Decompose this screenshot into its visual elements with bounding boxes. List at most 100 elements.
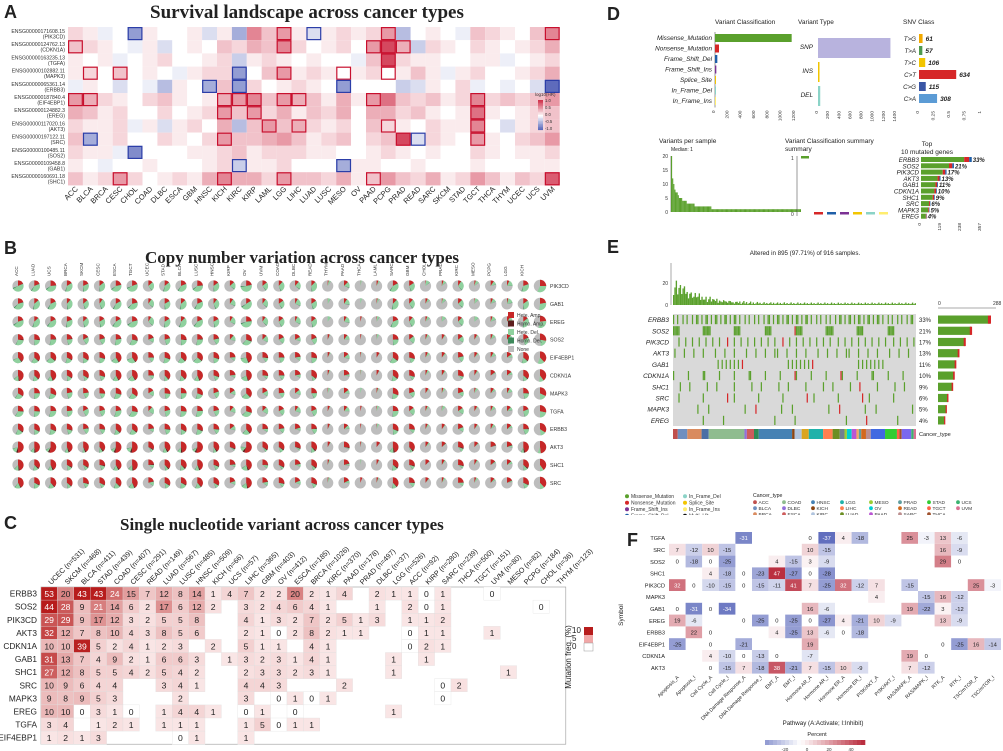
mutation-cell — [862, 393, 864, 403]
pie-slice — [474, 442, 479, 448]
row-summary-slice — [540, 465, 544, 472]
top-bar — [879, 304, 881, 305]
heat-cell — [202, 119, 217, 133]
cell-value: 12 — [110, 615, 120, 625]
pie-slice — [344, 387, 349, 394]
pie-slice — [344, 334, 348, 340]
cell-value: 1 — [293, 720, 298, 730]
right-bar-segment — [951, 382, 954, 391]
legend-label: Missense_Mutation — [631, 494, 674, 500]
pie-slice — [278, 352, 285, 358]
column-label: UCEC — [144, 262, 149, 276]
heat-cell — [246, 172, 262, 186]
pie-slice — [523, 459, 529, 468]
pie-slice — [458, 300, 464, 308]
heat-cell — [276, 172, 292, 186]
pie-slice — [213, 298, 217, 304]
pie-slice — [392, 459, 399, 468]
heat-cell — [984, 579, 1001, 591]
pie-slice — [441, 460, 445, 465]
heat-cell — [515, 106, 530, 120]
top-bar — [763, 302, 765, 305]
pie-slice — [295, 480, 301, 485]
heat-cell — [82, 145, 98, 159]
mutation-cell — [913, 337, 915, 347]
pie-slice — [66, 447, 70, 453]
heat-cell — [455, 40, 471, 54]
axis-tick: 0 — [938, 301, 941, 307]
pie-slice — [14, 465, 19, 471]
pie-slice — [47, 447, 51, 453]
pie-slice — [148, 481, 154, 483]
bar-segment — [942, 169, 946, 175]
axis-tick: 1400 — [892, 111, 898, 122]
axis-tick: 20 — [662, 281, 668, 287]
legend-dot — [753, 506, 757, 511]
pie-slice — [262, 447, 266, 452]
bar-segment — [952, 163, 954, 169]
cell-value: 0 — [808, 572, 811, 578]
cell-value: -9 — [857, 666, 862, 672]
pie-slice — [278, 337, 285, 344]
pie-slice — [295, 286, 300, 290]
pie-slice — [164, 318, 170, 322]
heat-cell — [470, 53, 486, 67]
pie-slice — [295, 356, 301, 358]
pie-slice — [458, 299, 463, 304]
heat-cell — [951, 638, 968, 650]
heat-cell — [485, 145, 501, 159]
pie-slice — [111, 286, 116, 290]
pie-slice — [409, 465, 415, 467]
bar — [729, 209, 731, 212]
cell-value: 0 — [293, 707, 298, 717]
pie-slice — [507, 425, 512, 430]
pie-slice — [181, 339, 187, 346]
cell-value: 0 — [709, 642, 712, 648]
top-bar — [732, 302, 734, 305]
top-bar — [766, 302, 768, 305]
mutation-cell — [907, 348, 910, 358]
cell-value: 0 — [244, 707, 249, 717]
pie-slice — [311, 428, 317, 434]
pie-slice — [229, 369, 236, 376]
pie-slice — [115, 405, 122, 412]
pie-slice — [295, 482, 301, 485]
pie-slice — [441, 334, 445, 340]
pie-slice — [474, 387, 479, 394]
heat-cell — [485, 159, 501, 173]
pie-slice — [148, 390, 154, 394]
table-cell — [336, 586, 353, 601]
cell-value: 4 — [129, 641, 134, 651]
pie-slice — [360, 423, 362, 430]
pie-slice — [229, 390, 236, 395]
row-label: SHC1 — [550, 463, 564, 469]
pie-slice — [213, 447, 218, 452]
pie-slice — [229, 406, 234, 412]
pie-slice — [311, 375, 316, 381]
column-label: HNSC — [210, 262, 215, 276]
cell-value: 13 — [807, 631, 813, 637]
pie-slice — [65, 357, 72, 364]
axis-tick: 0.25 — [931, 111, 937, 121]
top-bar — [799, 303, 802, 305]
heat-cell — [157, 159, 173, 173]
pie-slice — [18, 369, 24, 381]
cell-value: -18 — [723, 572, 731, 578]
heat-cell — [835, 614, 852, 627]
pie-slice — [425, 423, 428, 430]
top-bar — [864, 302, 867, 305]
pie-slice — [197, 338, 203, 340]
top-bar — [731, 302, 733, 305]
cell-value: 5 — [178, 615, 183, 625]
pie-slice — [241, 300, 252, 310]
top-bar — [833, 303, 835, 305]
gene-percent: 21% — [919, 329, 932, 335]
heat-cell — [395, 132, 411, 146]
heat-cell — [702, 602, 719, 615]
mutation-cell — [805, 382, 807, 392]
mutation-cell — [887, 371, 889, 381]
heat-cell — [702, 579, 719, 591]
mutation-cell — [691, 337, 694, 347]
pie-slice — [113, 482, 116, 489]
top-bar — [679, 285, 682, 305]
